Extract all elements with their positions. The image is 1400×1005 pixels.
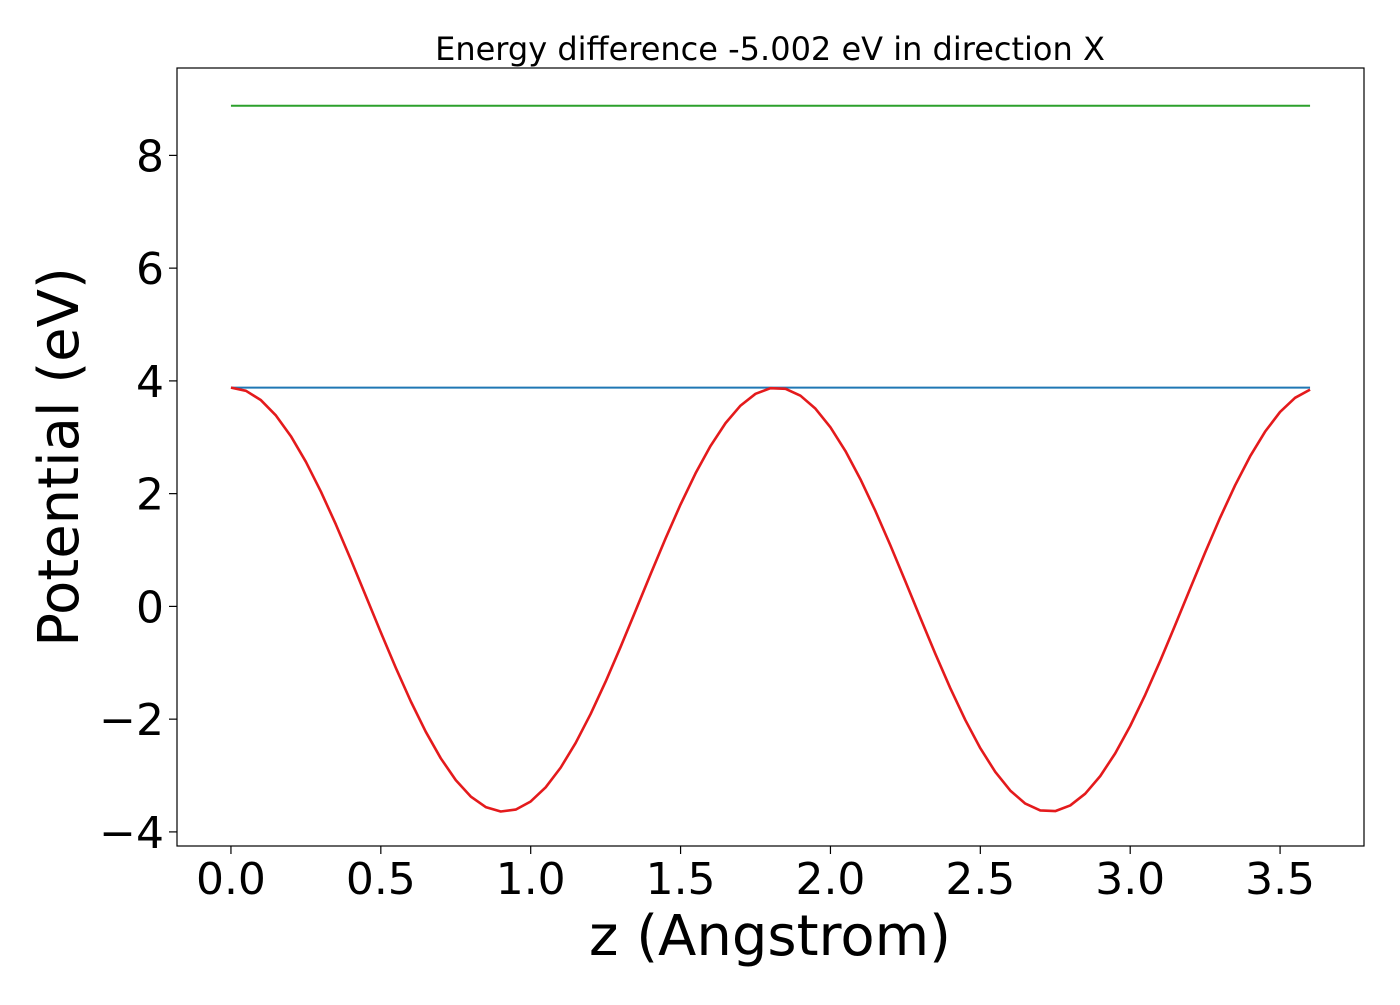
y-tick-label: −2 <box>99 695 164 746</box>
x-tick-label: 2.0 <box>795 854 865 905</box>
series-line-3 <box>230 386 1311 813</box>
x-axis-ticks: 0.0 0.5 1.0 1.5 2.0 2.5 3.0 3.5 <box>196 846 1315 905</box>
x-tick-label: 1.0 <box>496 854 566 905</box>
y-tick-label: 6 <box>136 244 164 295</box>
y-axis-ticks: −4 −2 0 2 4 6 8 <box>99 131 177 859</box>
x-tick-label: 0.5 <box>346 854 416 905</box>
x-tick-label: 3.0 <box>1095 854 1165 905</box>
x-tick-label: 2.5 <box>945 854 1015 905</box>
chart-title: Energy difference -5.002 eV in direction… <box>435 30 1105 68</box>
y-tick-label: −4 <box>99 808 164 859</box>
x-tick-label: 3.5 <box>1245 854 1315 905</box>
y-tick-label: 2 <box>136 470 164 521</box>
x-tick-label: 0.0 <box>196 854 266 905</box>
x-axis-label: z (Angstrom) <box>589 904 951 969</box>
y-tick-label: 4 <box>136 357 164 408</box>
y-axis-label: Potential (eV) <box>27 267 92 647</box>
y-tick-label: 8 <box>136 131 164 182</box>
y-tick-label: 0 <box>136 582 164 633</box>
plot-frame <box>176 67 1365 847</box>
series-layer <box>230 104 1311 813</box>
x-tick-label: 1.5 <box>646 854 716 905</box>
